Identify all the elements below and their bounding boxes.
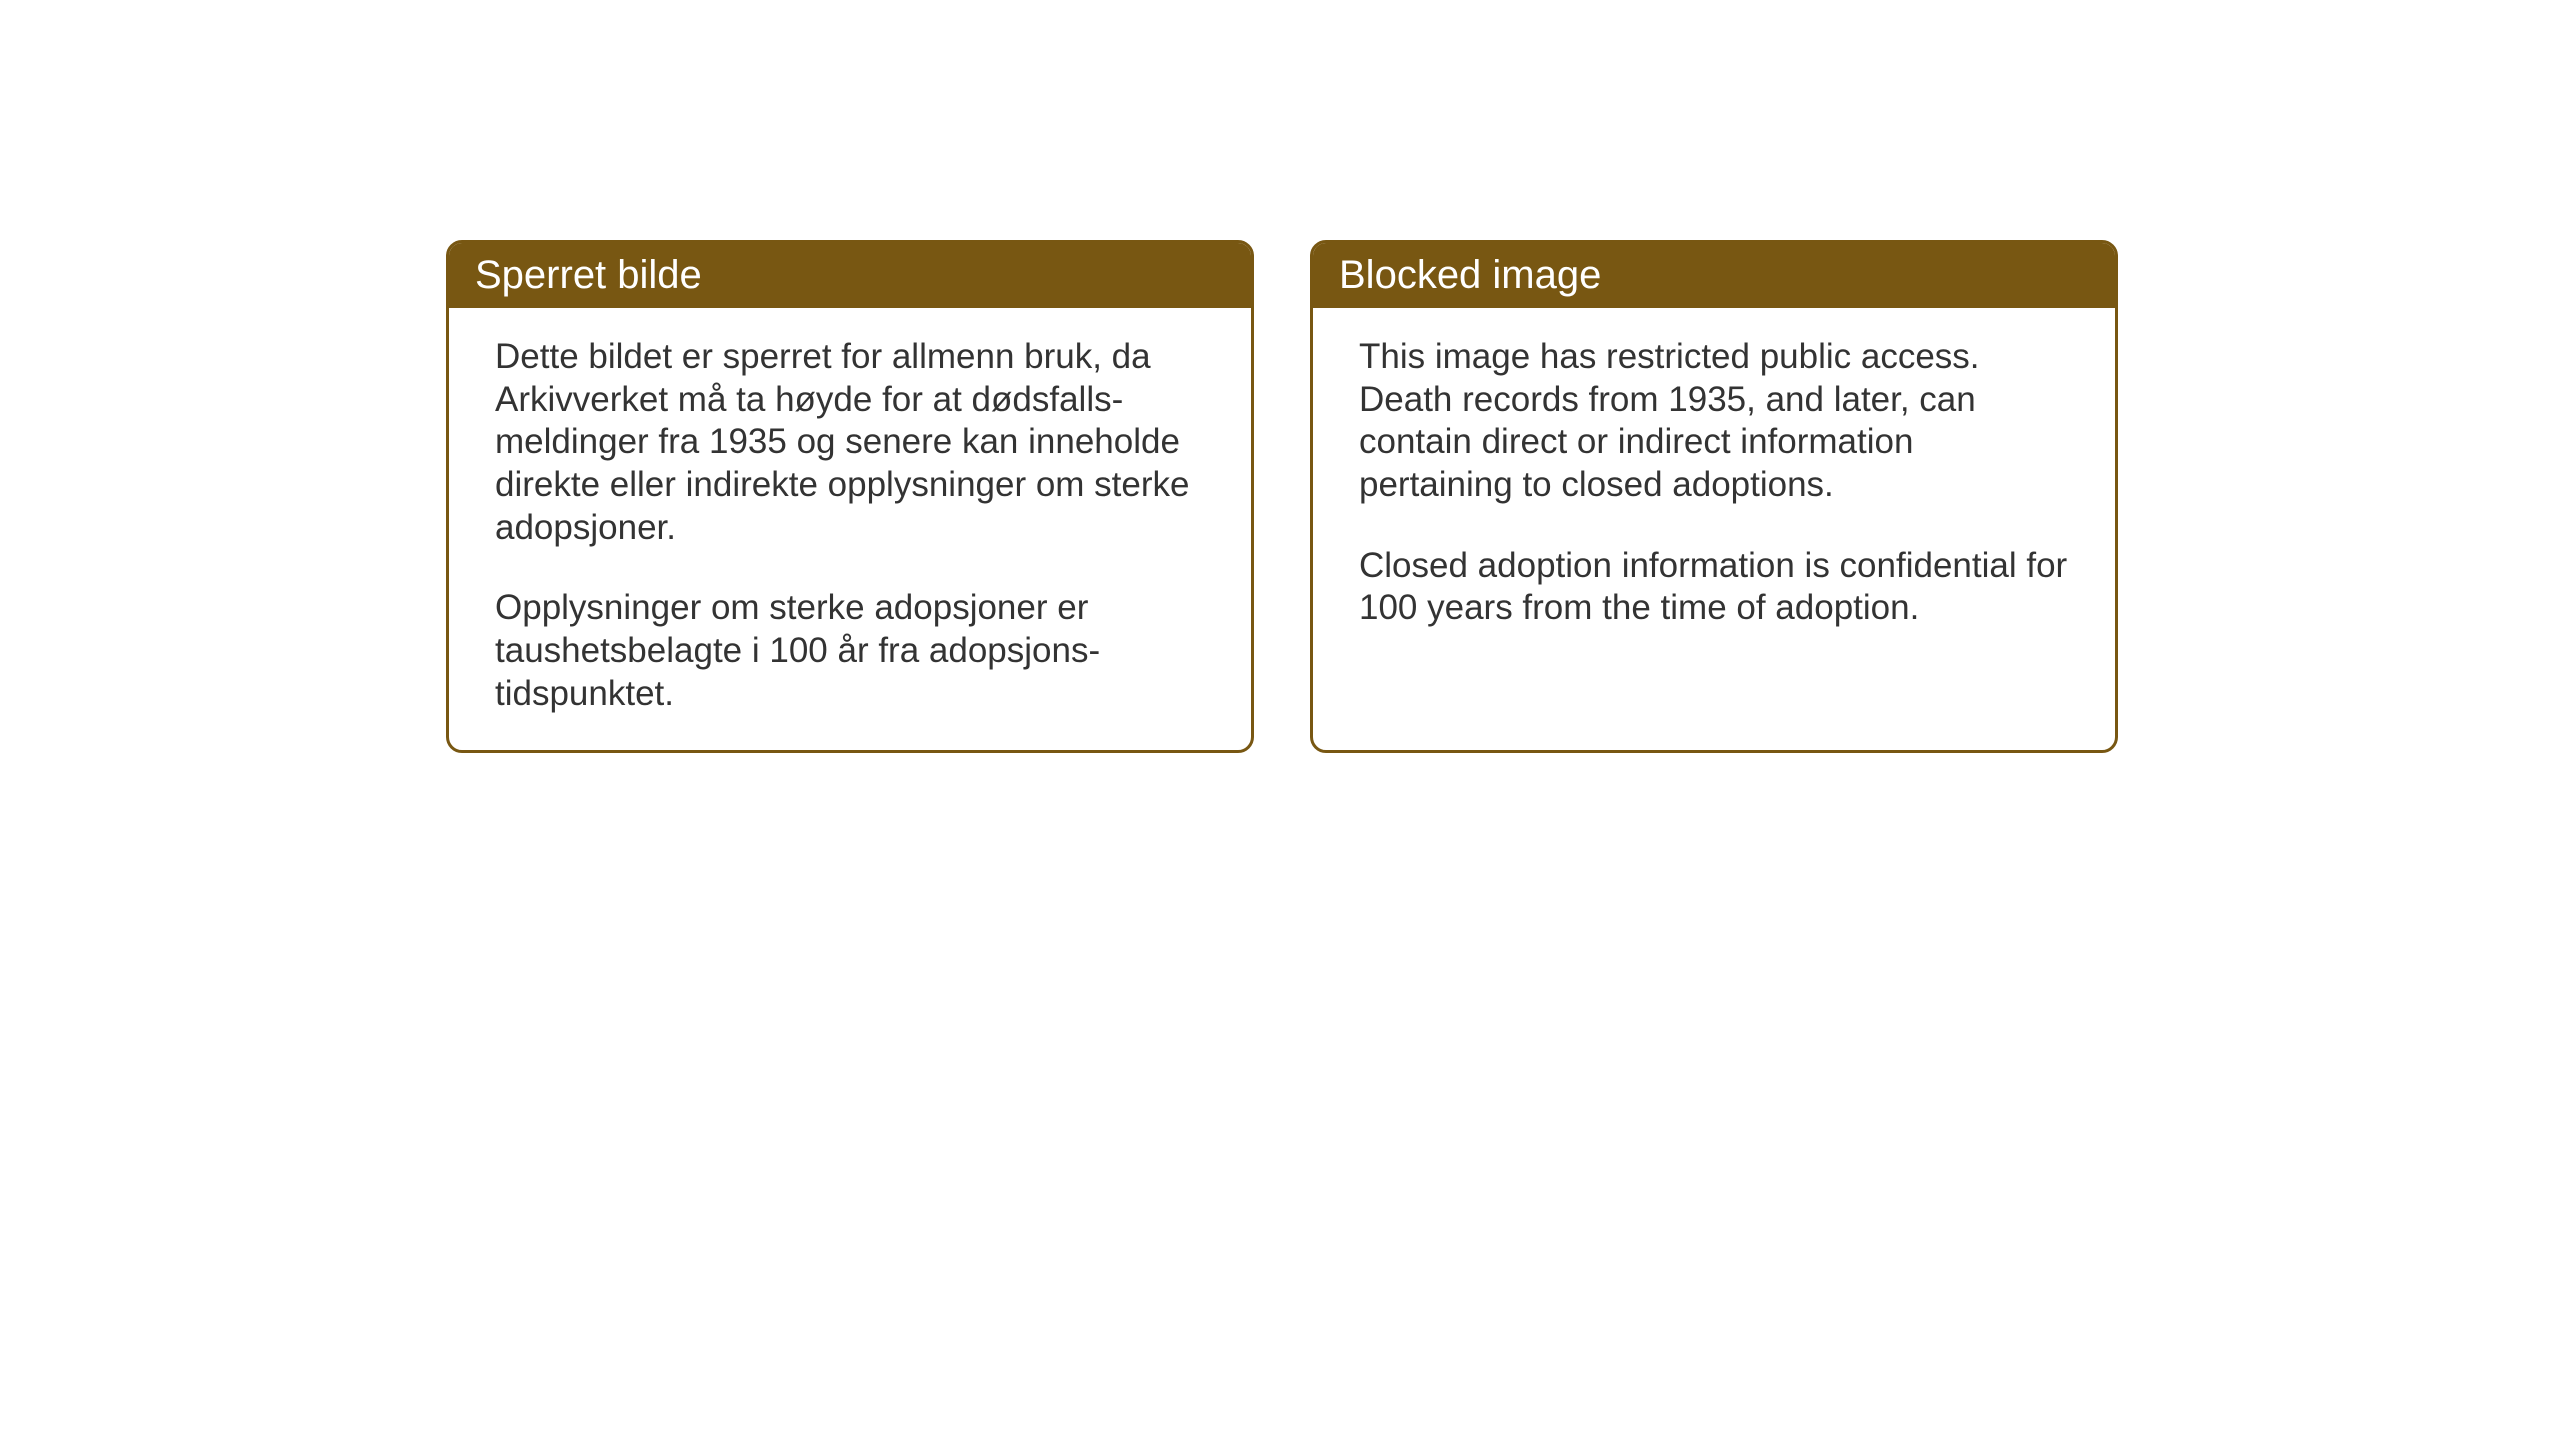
english-card-body: This image has restricted public access.… [1313, 308, 2115, 738]
english-notice-card: Blocked image This image has restricted … [1310, 240, 2118, 753]
norwegian-paragraph-2: Opplysninger om sterke adopsjoner er tau… [495, 587, 1205, 715]
norwegian-card-title: Sperret bilde [475, 253, 702, 297]
english-paragraph-2: Closed adoption information is confident… [1359, 545, 2069, 630]
norwegian-paragraph-1: Dette bildet er sperret for allmenn bruk… [495, 336, 1205, 549]
english-card-title: Blocked image [1339, 253, 1601, 297]
norwegian-notice-card: Sperret bilde Dette bildet er sperret fo… [446, 240, 1254, 753]
english-paragraph-1: This image has restricted public access.… [1359, 336, 2069, 507]
english-card-header: Blocked image [1313, 243, 2115, 308]
norwegian-card-header: Sperret bilde [449, 243, 1251, 308]
norwegian-card-body: Dette bildet er sperret for allmenn bruk… [449, 308, 1251, 750]
notice-container: Sperret bilde Dette bildet er sperret fo… [446, 240, 2118, 753]
